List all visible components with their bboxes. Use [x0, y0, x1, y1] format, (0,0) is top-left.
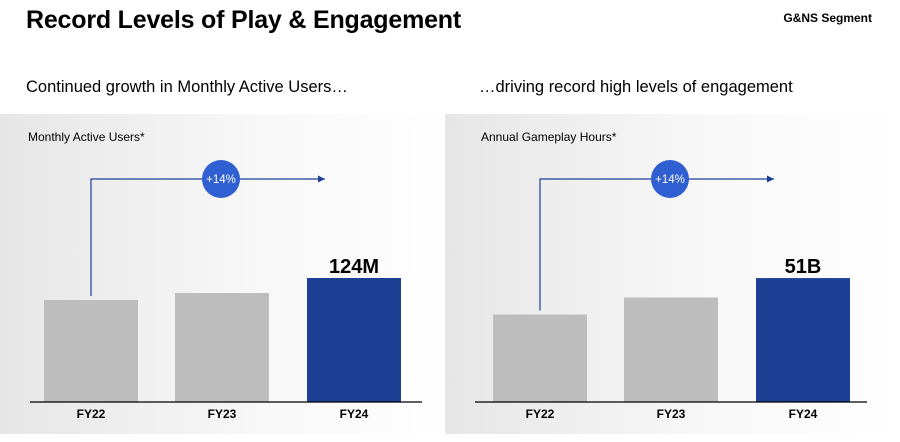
hours-chart: FY22 FY23 FY24 +14% 51B: [475, 160, 867, 421]
right-subtitle: …driving record high levels of engagemen…: [479, 78, 793, 96]
mau-tick-fy23: FY23: [208, 407, 237, 421]
mau-growth-arrow: [90, 175, 325, 296]
hours-tick-fy23: FY23: [657, 407, 686, 421]
hours-bar-fy22: [493, 314, 587, 402]
mau-chart: FY22 FY23 FY24 +14% 124M: [30, 160, 422, 421]
hours-tick-fy22: FY22: [526, 407, 555, 421]
hours-chart-title: Annual Gameplay Hours*: [481, 130, 617, 144]
mau-tick-fy24: FY24: [340, 407, 369, 421]
mau-bar-fy23: [175, 293, 269, 402]
hours-bar-fy24: [756, 278, 850, 402]
mau-value-label: 124M: [329, 256, 379, 278]
mau-tick-fy22: FY22: [77, 407, 106, 421]
mau-chart-panel: Monthly Active Users* FY22 FY23 FY24 +14% 12…: [0, 114, 452, 434]
hours-bar-fy23: [624, 297, 718, 402]
hours-chart-panel: Annual Gameplay Hours* FY22 FY23 FY24 +14% 5…: [445, 114, 897, 434]
hours-tick-fy24: FY24: [789, 407, 818, 421]
hours-growth-arrow: [539, 175, 774, 311]
left-subtitle: Continued growth in Monthly Active Users…: [26, 78, 348, 96]
segment-label: G&NS Segment: [783, 11, 872, 25]
hours-growth-badge: [651, 160, 689, 198]
hours-value-label: 51B: [785, 256, 822, 278]
hours-growth-label: +14%: [655, 174, 685, 186]
mau-growth-badge: [202, 160, 240, 198]
mau-bar-fy22: [44, 300, 138, 402]
mau-chart-title: Monthly Active Users*: [28, 130, 145, 144]
page-title: Record Levels of Play & Engagement: [26, 6, 461, 34]
mau-growth-label: +14%: [206, 174, 236, 186]
mau-bar-fy24: [307, 278, 401, 402]
